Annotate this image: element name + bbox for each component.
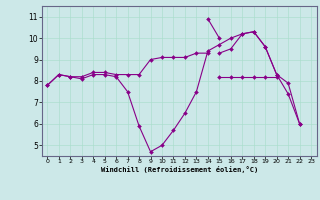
X-axis label: Windchill (Refroidissement éolien,°C): Windchill (Refroidissement éolien,°C) [100,166,258,173]
